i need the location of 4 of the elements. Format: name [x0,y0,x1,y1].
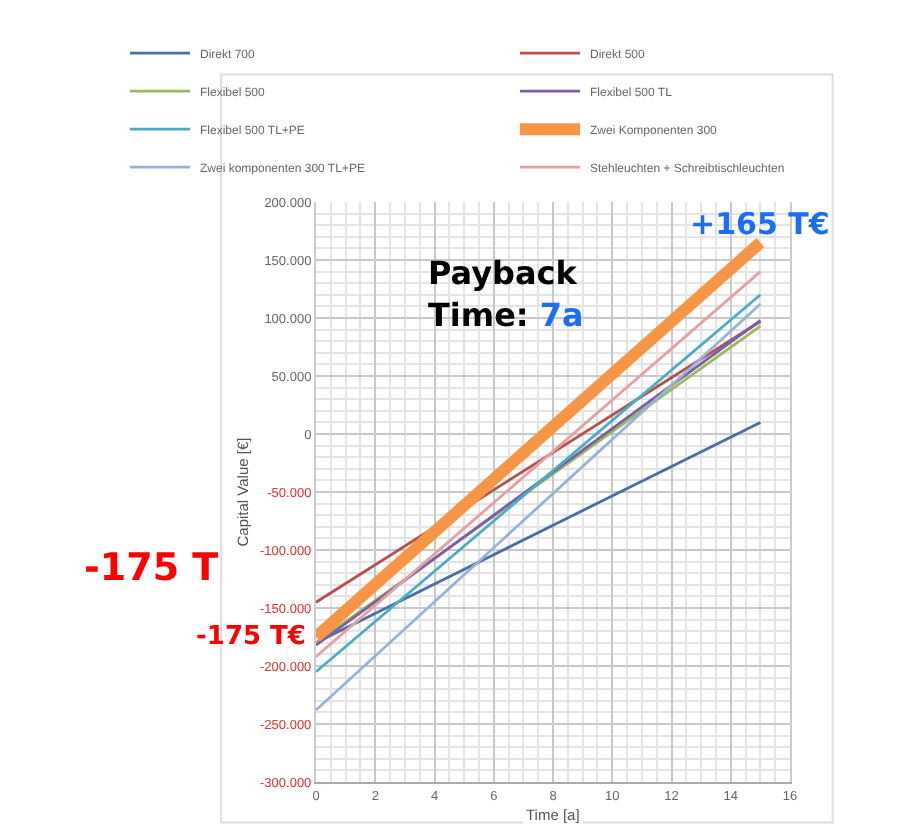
annotation: +165 T€ [690,206,830,242]
text: -175 T [84,546,219,590]
annotation: Payback Time: 7a [428,254,584,334]
annotation: -175 T€ [196,622,306,652]
